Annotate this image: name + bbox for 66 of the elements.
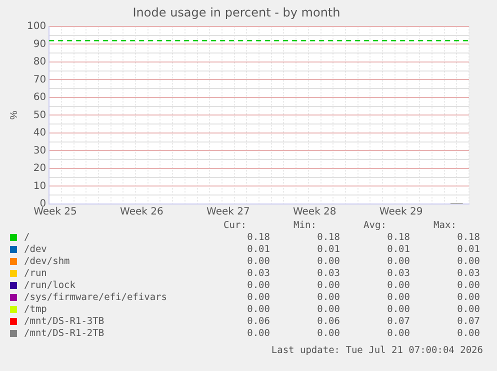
y-axis-title: %	[8, 110, 20, 120]
text: 0.00	[316, 304, 340, 316]
text: 0.01	[316, 244, 340, 256]
text: 0.00	[386, 292, 410, 304]
text: 0.06	[246, 316, 270, 328]
text: 0.00	[386, 328, 410, 340]
text: 0.18	[316, 232, 340, 244]
text: 0.00	[386, 304, 410, 316]
text: 0.07	[386, 316, 410, 328]
text: 0.00	[456, 304, 480, 316]
text: Min:	[292, 220, 318, 232]
y-tick-label: 100	[26, 20, 46, 32]
text: 0.00	[386, 256, 410, 268]
text: 0.00	[386, 280, 410, 292]
text: 0.00	[246, 328, 270, 340]
legend-label: /mnt/DS-R1-3TB	[23, 316, 106, 328]
legend-label: /sys/firmware/efi/efivars	[23, 292, 168, 304]
text: Last update: Tue Jul 21 07:00:04 2026	[271, 345, 483, 356]
x-tick-label: Week 28	[292, 206, 336, 218]
y-tick-label: 40	[33, 128, 46, 139]
text: 0.18	[456, 232, 480, 244]
text: 0.03	[456, 268, 480, 280]
text: 0.01	[246, 244, 270, 256]
text: 0.00	[456, 328, 480, 340]
legend-label: /mnt/DS-R1-2TB	[23, 328, 106, 340]
y-tick-label: 20	[33, 163, 46, 174]
text: 0.06	[316, 316, 340, 328]
text: 0.18	[246, 232, 270, 244]
y-tick-label: 80	[33, 56, 46, 68]
legend-label: /run/lock	[23, 280, 76, 292]
text: 0.00	[246, 256, 270, 268]
text: Cur:	[222, 220, 248, 232]
legend-label: /	[23, 232, 31, 244]
x-tick-label: Week 26	[120, 206, 164, 218]
y-tick-label: 90	[33, 38, 46, 50]
y-tick-label: 60	[33, 92, 46, 104]
y-tick-label: 30	[33, 145, 46, 156]
text: 0.00	[316, 328, 340, 340]
text: 0.00	[246, 280, 270, 292]
chart-title: Inode usage in percent - by month	[132, 5, 340, 20]
text: 0.00	[456, 292, 480, 304]
text: Max:	[432, 220, 458, 232]
legend-label: /dev/shm	[23, 256, 71, 268]
text: 0.03	[386, 268, 410, 280]
y-tick-label: 70	[33, 74, 46, 86]
text: 0.03	[316, 268, 340, 280]
text: 0.03	[246, 268, 270, 280]
text: 0.18	[386, 232, 410, 244]
text: 0.01	[456, 244, 480, 256]
text: Avg:	[362, 220, 388, 232]
legend-label: /tmp	[23, 304, 48, 316]
text: 0.00	[316, 280, 340, 292]
x-tick-label: Week 29	[379, 206, 423, 218]
y-tick-label: 50	[33, 110, 46, 121]
text: 0.00	[456, 280, 480, 292]
y-tick-label: 10	[33, 180, 46, 192]
text: 0.00	[456, 256, 480, 268]
text: 0.01	[386, 244, 410, 256]
x-tick-label: Week 27	[206, 206, 250, 218]
text: 0.00	[246, 292, 270, 304]
text: 0.00	[246, 304, 270, 316]
text: 0.00	[316, 292, 340, 304]
legend-label: /run	[23, 268, 48, 280]
legend-label: /dev	[23, 244, 48, 256]
text: 0.07	[456, 316, 480, 328]
text: 0.00	[316, 256, 340, 268]
